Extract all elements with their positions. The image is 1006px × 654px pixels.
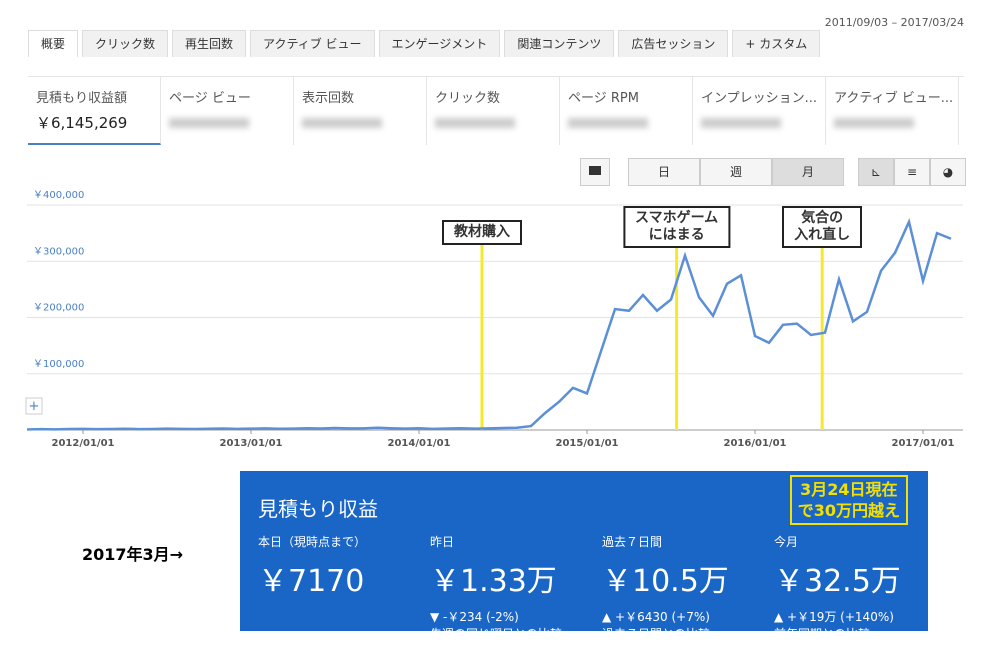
chart-type-buttons: ⊾ ≡ ◕ (858, 158, 966, 186)
metric-value-blurred (568, 118, 648, 128)
metric-label: 見積もり収益額 (36, 91, 128, 106)
stat-value: ￥7170 (258, 564, 365, 599)
stat-compare: 過去７日間との比較 (602, 627, 710, 641)
side-label: 2017年3月→ (82, 545, 184, 564)
date-range[interactable]: 2011/09/03 – 2017/03/24 (824, 16, 964, 29)
zoom-button[interactable] (25, 397, 43, 415)
metric-value-blurred (302, 118, 382, 128)
annotations: 教材購入 スマホゲーム にはまる 気合の 入れ直し (0, 190, 1006, 450)
metric[interactable]: クリック数 (427, 77, 560, 145)
stat-compare: 先週の同じ曜日との比較 (430, 627, 562, 641)
stat: 本日（現時点まで） ￥7170 (258, 533, 366, 608)
tabs: 概要 クリック数 再生回数 アクティブ ビュー エンゲージメント 関連コンテンツ 広告セッシ… (28, 30, 824, 57)
card-title: 見積もり収益 (258, 497, 378, 521)
y-tick-label: ￥400,000 (33, 190, 84, 201)
tab[interactable]: 関連コンテンツ (504, 30, 615, 57)
period-button[interactable]: 週 (700, 158, 772, 186)
metric[interactable]: 見積もり収益額 ￥6,145,269 (28, 77, 161, 145)
stat-change: ▼ -￥234 (-2%) (430, 610, 519, 624)
metric-value-blurred (701, 118, 781, 128)
y-tick-label: ￥200,000 (33, 303, 84, 314)
period-button[interactable]: 月 (772, 158, 844, 186)
metric-label: クリック数 (435, 91, 501, 106)
metric-value: ￥6,145,269 (36, 114, 128, 132)
y-tick-label: ￥300,000 (33, 246, 84, 257)
revenue-card: 見積もり収益 3月24日現在 で30万円越え 本日（現時点まで） ￥7170 昨日 ￥… (240, 471, 928, 641)
annotation: スマホゲーム にはまる (623, 206, 731, 248)
pie-chart-button[interactable]: ◕ (930, 158, 966, 186)
metric[interactable]: ページ RPM (560, 77, 693, 145)
x-tick-label: 2012/01/01 (52, 438, 115, 449)
stat: 今月 ￥32.5万 ▲ +￥19万 (+140%) 前年同期との比較 (774, 533, 901, 642)
metric-label: 表示回数 (302, 91, 355, 106)
comment-button[interactable] (580, 158, 610, 186)
card-note: 3月24日現在 で30万円越え (789, 475, 908, 525)
metric[interactable]: インプレッション... (693, 77, 826, 145)
metric-label: インプレッション... (701, 91, 818, 106)
x-tick-label: 2015/01/01 (556, 438, 619, 449)
metric[interactable]: ページ ビュー (161, 77, 294, 145)
line-series (26, 218, 952, 431)
stat-change: ▲ +￥19万 (+140%) (774, 610, 894, 624)
tab[interactable]: 再生回数 (172, 30, 247, 57)
stat-label: 昨日 (430, 535, 455, 549)
chart: ￥100,000 ￥200,000 ￥300,000 ￥400,000 2012/01/… (25, 190, 963, 449)
stat-value: ￥32.5万 (774, 564, 901, 599)
x-tick-label: 2014/01/01 (388, 438, 451, 449)
x-tick-label: 2013/01/01 (220, 438, 283, 449)
tab[interactable]: 広告セッション (618, 30, 729, 57)
tab[interactable]: クリック数 (82, 30, 169, 57)
x-tick-label: 2017/01/01 (892, 438, 955, 449)
stat-label: 過去７日間 (602, 535, 663, 549)
period-buttons: 日週月 (628, 158, 844, 186)
period-button[interactable]: 日 (628, 158, 700, 186)
y-tick-label: ￥100,000 (33, 359, 84, 370)
annotation: 気合の 入れ直し (782, 206, 863, 248)
metric-value-blurred (834, 118, 914, 128)
tab[interactable]: エンゲージメント (378, 30, 501, 57)
stat-label: 今月 (774, 535, 799, 549)
stat: 過去７日間 ￥10.5万 ▲ +￥6430 (+7%) 過去７日間との比較 (602, 533, 729, 642)
metric-label: アクティブ ビュー... (834, 91, 954, 106)
metric[interactable]: 表示回数 (294, 77, 427, 145)
tab[interactable]: + カスタム (732, 30, 821, 57)
x-tick-label: 2016/01/01 (724, 438, 787, 449)
metric-label: ページ ビュー (169, 91, 251, 106)
tab[interactable]: アクティブ ビュー (250, 30, 375, 57)
stat-change: ▲ +￥6430 (+7%) (602, 610, 710, 624)
metric-value-blurred (435, 118, 515, 128)
metrics: 見積もり収益額 ￥6,145,269 ページ ビュー 表示回数 クリック数 ページ RPM… (28, 76, 964, 145)
zoom-icon: + (29, 399, 40, 414)
stat-value: ￥1.33万 (430, 564, 557, 599)
stat: 昨日 ￥1.33万 ▼ -￥234 (-2%) 先週の同じ曜日との比較 (430, 533, 562, 642)
bar-chart-button[interactable]: ≡ (894, 158, 930, 186)
tab[interactable]: 概要 (28, 30, 79, 57)
stat-compare: 前年同期との比較 (774, 627, 870, 641)
metric[interactable]: アクティブ ビュー... (826, 77, 959, 145)
stat-value: ￥10.5万 (602, 564, 729, 599)
line-chart-button[interactable]: ⊾ (858, 158, 894, 186)
metric-value-blurred (169, 118, 249, 128)
annotation: 教材購入 (442, 220, 522, 245)
stat-label: 本日（現時点まで） (258, 535, 367, 549)
metric-label: ページ RPM (568, 91, 639, 106)
